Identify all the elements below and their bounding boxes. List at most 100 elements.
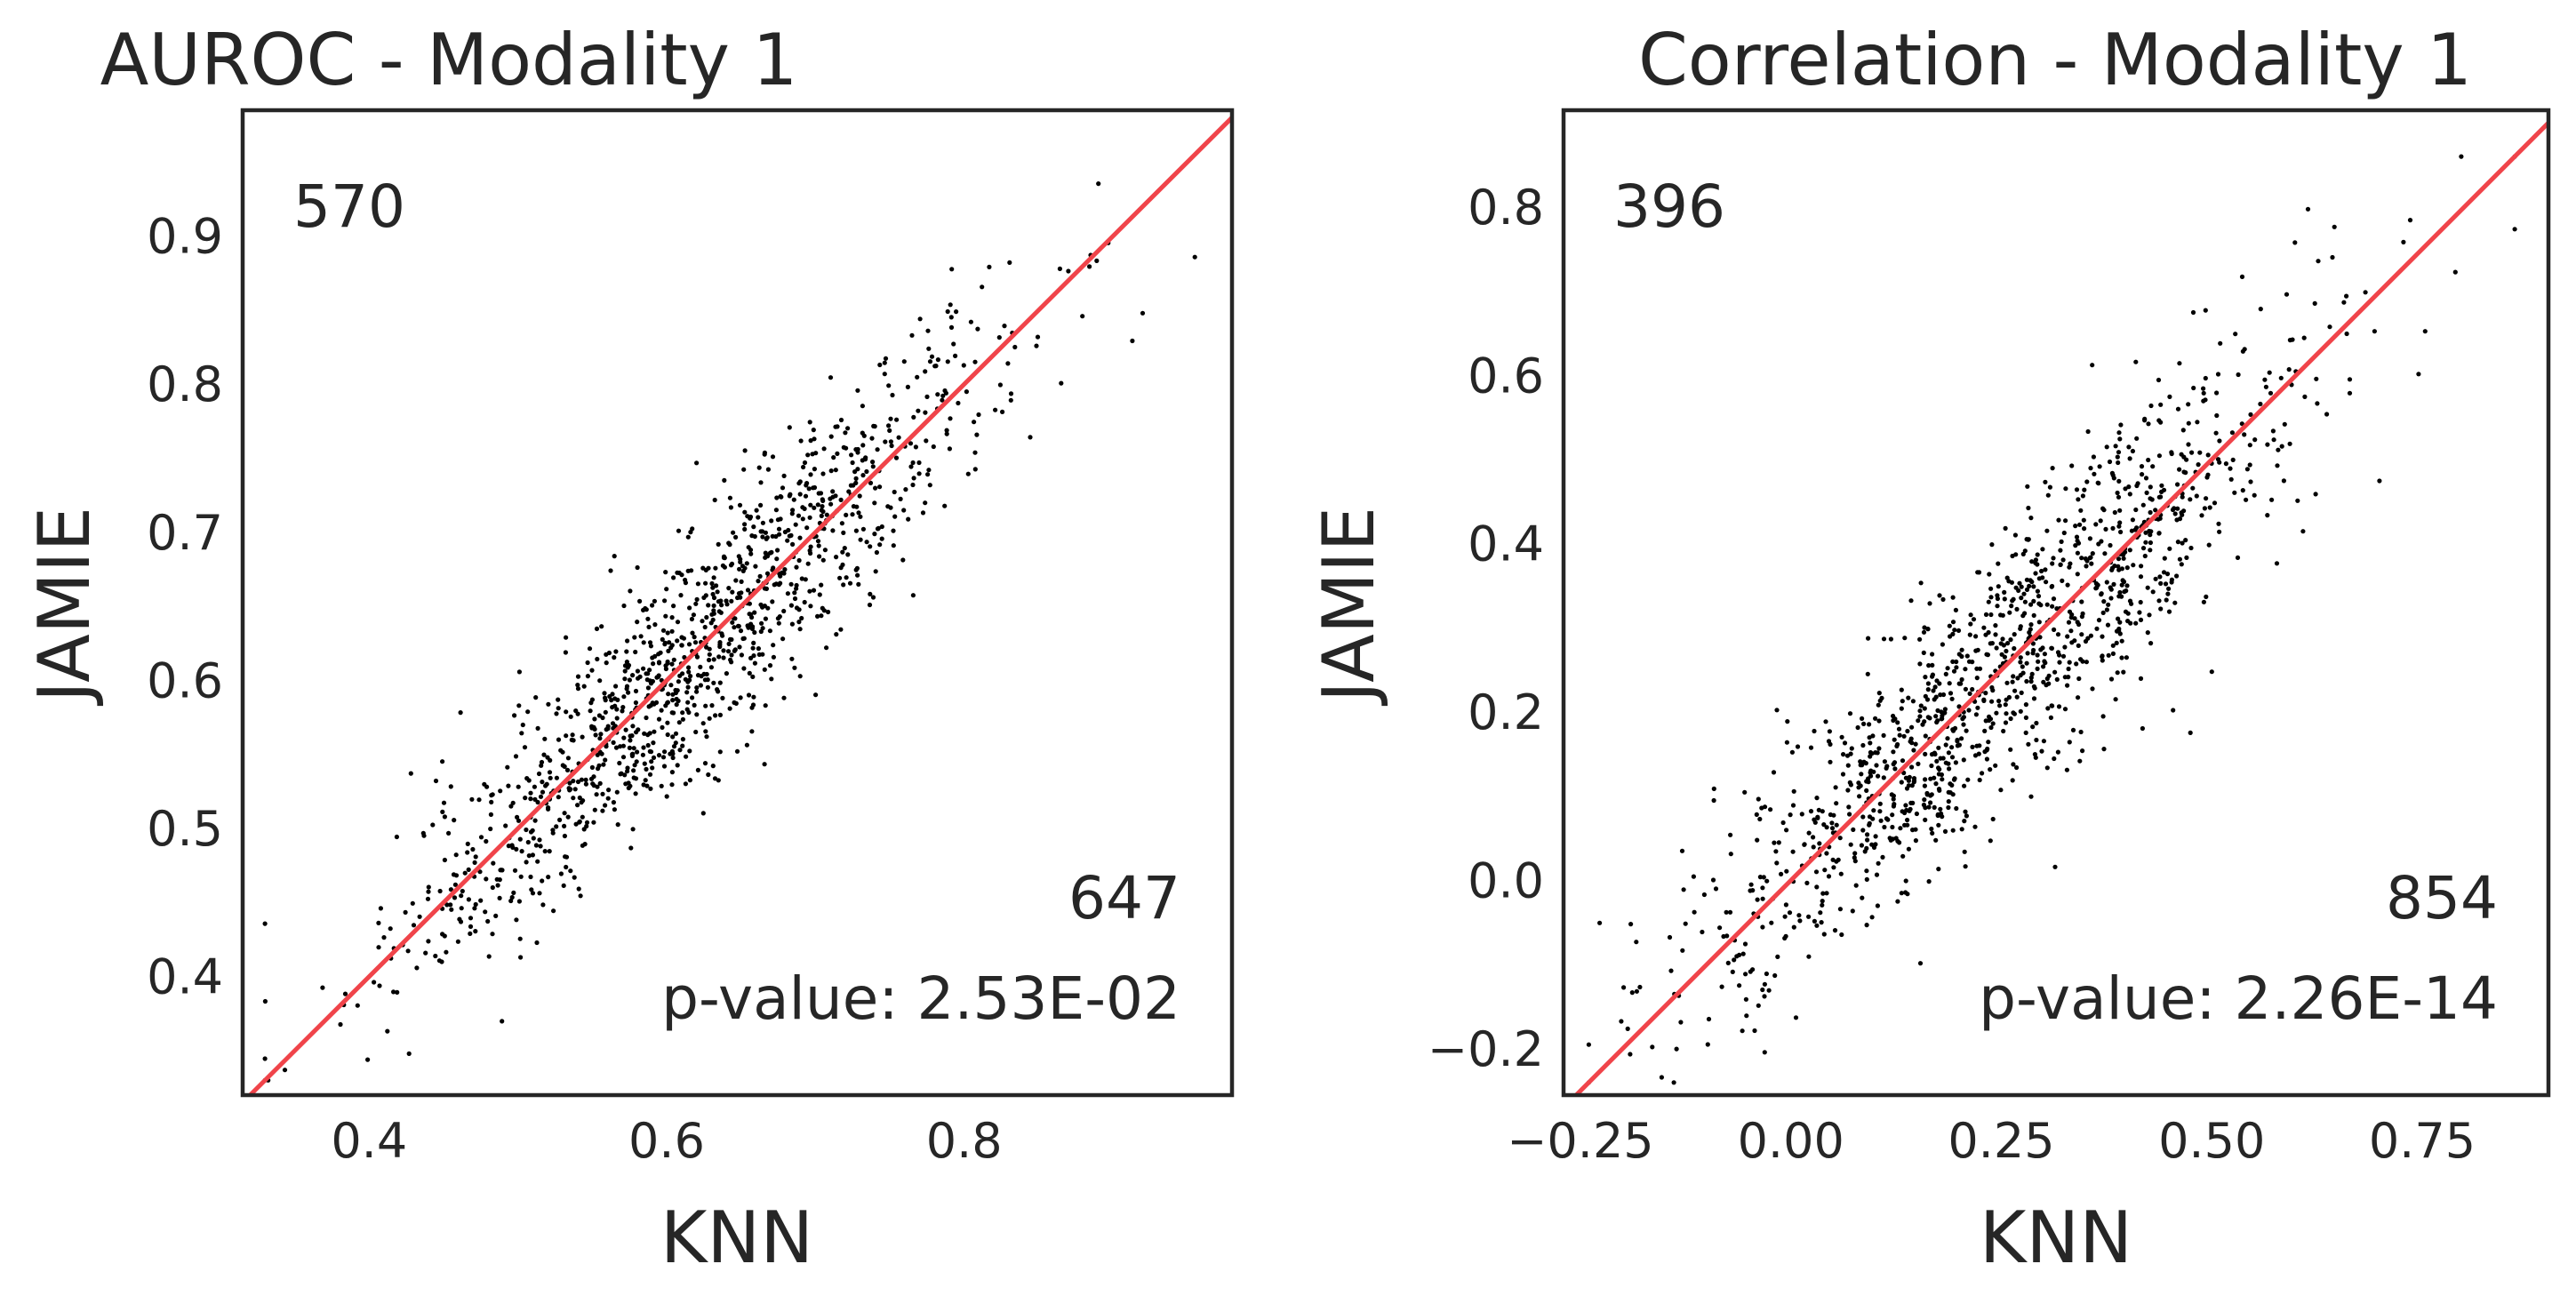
scatter-point	[879, 536, 884, 541]
scatter-point	[662, 749, 668, 755]
scatter-point	[1909, 783, 1915, 788]
scatter-point	[2069, 463, 2075, 468]
scatter-point	[1785, 719, 1790, 724]
scatter-point	[509, 894, 515, 900]
scatter-point	[2295, 498, 2300, 503]
scatter-point	[667, 640, 672, 645]
scatter-point	[853, 528, 860, 533]
scatter-point	[1740, 1028, 1745, 1034]
scatter-point	[1776, 840, 1781, 845]
scatter-point	[580, 734, 585, 740]
scatter-point	[394, 834, 399, 840]
scatter-point	[820, 498, 826, 504]
scatter-point	[1674, 1046, 1679, 1052]
scatter-point	[564, 864, 569, 870]
scatter-point	[571, 796, 576, 801]
scatter-point	[1970, 686, 1975, 692]
scatter-point	[1948, 781, 1953, 787]
scatter-point	[2038, 603, 2044, 608]
scatter-point	[659, 783, 664, 788]
scatter-point	[628, 588, 633, 594]
scatter-point	[2147, 612, 2152, 618]
scatter-point	[2081, 517, 2086, 523]
scatter-point	[613, 684, 619, 689]
scatter-point	[2048, 715, 2053, 721]
scatter-point	[550, 830, 556, 836]
scatter-point	[1898, 826, 1903, 831]
scatter-point	[1946, 750, 1951, 756]
scatter-point	[776, 526, 782, 532]
scatter-point	[920, 510, 926, 516]
scatter-point	[760, 520, 766, 525]
scatter-point	[541, 752, 547, 757]
scatter-point	[1732, 957, 1737, 963]
scatter-point	[690, 630, 695, 636]
scatter-point	[473, 854, 478, 860]
scatter-point	[1972, 753, 1979, 758]
scatter-point	[2214, 412, 2220, 419]
scatter-point	[577, 795, 582, 801]
scatter-point	[611, 800, 617, 805]
scatter-point	[707, 646, 712, 652]
scatter-point	[1829, 820, 1835, 826]
scatter-point	[932, 364, 938, 369]
scatter-point	[623, 727, 628, 732]
scatter-point	[2121, 556, 2126, 561]
scatter-point	[1908, 806, 1913, 812]
scatter-point	[872, 532, 877, 537]
scatter-point	[830, 489, 836, 494]
scatter-point	[1917, 661, 1923, 667]
scatter-point	[727, 706, 732, 711]
scatter-point	[744, 742, 750, 748]
scatter-point	[2067, 740, 2072, 745]
scatter-point	[688, 674, 693, 679]
scatter-point	[1773, 849, 1779, 854]
scatter-point	[2186, 402, 2191, 407]
scatter-point	[1890, 812, 1895, 818]
scatter-point	[564, 709, 569, 715]
scatter-point	[650, 603, 655, 608]
scatter-point	[670, 734, 676, 740]
scatter-point	[1859, 772, 1864, 777]
scatter-point	[2116, 626, 2122, 632]
scatter-point	[1940, 642, 1945, 647]
scatter-point	[519, 731, 524, 736]
scatter-point	[2148, 403, 2154, 409]
scatter-point	[637, 598, 643, 604]
scatter-point	[1877, 801, 1883, 806]
scatter-point	[1864, 923, 1869, 928]
scatter-point	[460, 888, 465, 894]
scatter-point	[838, 627, 844, 632]
scatter-point	[2108, 587, 2114, 592]
scatter-point	[777, 532, 782, 537]
scatter-point	[1683, 921, 1688, 926]
scatter-point	[716, 609, 722, 614]
scatter-point	[1900, 758, 1906, 764]
scatter-point	[2088, 633, 2093, 638]
scatter-point	[1755, 837, 1760, 843]
scatter-point	[923, 369, 928, 374]
scatter-point	[691, 612, 697, 618]
scatter-point	[2012, 532, 2018, 538]
scatter-point	[1821, 822, 1827, 828]
scatter-point	[676, 679, 682, 684]
scatter-point	[2008, 637, 2013, 643]
scatter-point	[2044, 580, 2049, 585]
scatter-point	[2129, 528, 2134, 533]
scatter-point	[518, 874, 524, 879]
scatter-point	[1836, 857, 1841, 862]
scatter-point	[262, 1056, 268, 1061]
scatter-point	[675, 620, 681, 625]
scatter-point	[1945, 666, 1950, 671]
scatter-point	[2201, 386, 2206, 391]
scatter-point	[942, 503, 948, 508]
scatter-point	[1917, 714, 1923, 719]
scatter-point	[781, 571, 787, 576]
scatter-point	[2149, 497, 2155, 502]
scatter-point	[1842, 740, 1848, 746]
scatter-point	[716, 654, 722, 660]
scatter-point	[700, 619, 705, 624]
x-tick-labels: 0.4 0.6 0.8	[331, 1113, 1002, 1169]
scatter-point	[1917, 636, 1923, 642]
scatter-point	[869, 436, 875, 441]
